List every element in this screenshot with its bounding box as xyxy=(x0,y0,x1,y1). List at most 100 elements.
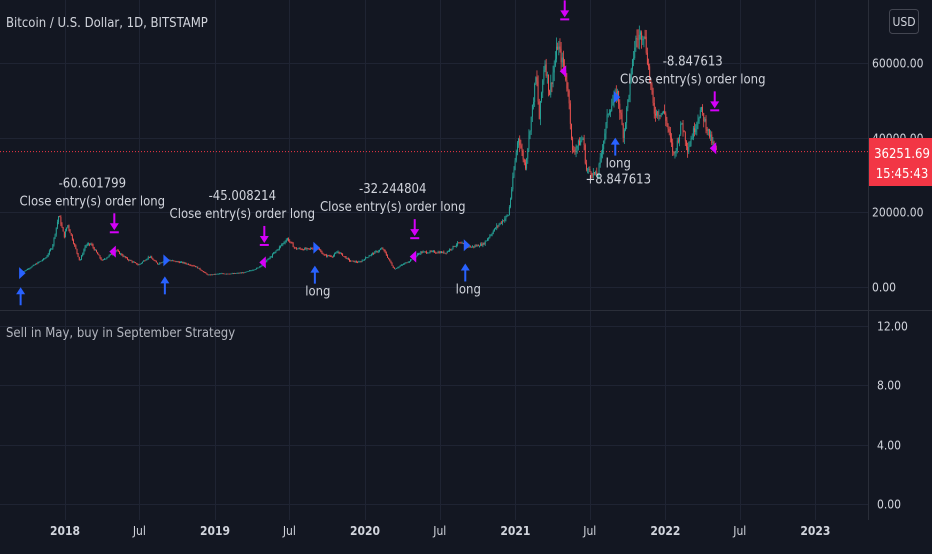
currency-button[interactable]: USD xyxy=(889,9,919,34)
candle xyxy=(477,244,479,247)
time-tick-label: 2022 xyxy=(650,524,680,538)
candle-body xyxy=(104,259,106,260)
candle-body xyxy=(89,243,91,245)
candle xyxy=(595,170,597,176)
candle xyxy=(376,250,378,253)
candle-body xyxy=(482,243,484,246)
candle-body xyxy=(456,244,457,247)
time-tick-label: Jul xyxy=(732,524,746,538)
candle-body xyxy=(196,266,198,268)
candle xyxy=(322,252,324,255)
candle-body xyxy=(267,258,269,261)
price-pane[interactable] xyxy=(20,25,717,276)
candle xyxy=(252,269,254,271)
candle-body xyxy=(214,274,216,275)
candle xyxy=(585,159,587,172)
candle xyxy=(180,261,181,263)
candle xyxy=(388,257,390,260)
candle xyxy=(138,263,140,266)
candle xyxy=(506,214,508,218)
candle-body xyxy=(280,245,281,247)
candle-body xyxy=(667,123,669,129)
candle xyxy=(143,260,145,262)
candle-body xyxy=(606,114,608,124)
candle-body xyxy=(399,265,401,267)
candle-body xyxy=(682,123,684,131)
candle-body xyxy=(281,244,283,246)
indicator-tick-label: 0.00 xyxy=(877,498,901,512)
candle xyxy=(470,246,472,248)
candle-body xyxy=(636,38,638,39)
candle xyxy=(479,245,480,248)
candle-body xyxy=(144,260,146,262)
candle-body xyxy=(47,253,49,256)
candle xyxy=(489,234,491,239)
candle-body xyxy=(331,256,333,258)
candle-body xyxy=(699,110,701,118)
grid-lines xyxy=(0,0,868,520)
candle xyxy=(627,99,629,112)
candle-body xyxy=(193,265,195,267)
candle-body xyxy=(137,264,139,266)
candle xyxy=(117,249,119,253)
candle xyxy=(31,265,33,268)
candle xyxy=(327,254,329,258)
candle-body xyxy=(342,253,344,256)
candle-body xyxy=(407,262,409,264)
candle-body xyxy=(577,140,579,146)
candle-body xyxy=(134,261,135,263)
candle-body xyxy=(336,252,338,254)
candle-body xyxy=(121,253,123,256)
candle xyxy=(381,247,383,250)
candle-body xyxy=(29,268,31,269)
candle-body xyxy=(343,255,345,257)
candle-body xyxy=(585,163,587,170)
candle xyxy=(121,253,123,256)
candle xyxy=(83,248,85,255)
candle-body xyxy=(691,137,693,140)
candle-body xyxy=(479,246,480,247)
candle xyxy=(268,257,270,260)
candle-body xyxy=(454,246,456,247)
candle-body xyxy=(546,74,548,76)
candle-body xyxy=(375,251,377,253)
candle xyxy=(254,268,256,271)
exit-arrow-head xyxy=(109,223,119,231)
candle xyxy=(56,219,58,230)
candle xyxy=(67,225,69,229)
candle-body xyxy=(635,38,637,48)
candle xyxy=(661,111,663,116)
candle xyxy=(373,252,375,256)
candle xyxy=(194,265,196,268)
candle xyxy=(146,258,148,261)
candle-body xyxy=(205,272,207,274)
candle-body xyxy=(651,84,653,91)
candle xyxy=(140,262,142,265)
candle-body xyxy=(533,102,534,105)
candle-body xyxy=(102,259,104,261)
candle-body xyxy=(148,256,150,258)
candle-body xyxy=(329,255,331,257)
candle xyxy=(45,257,47,259)
candle xyxy=(342,253,344,257)
candle xyxy=(369,254,371,257)
candle-body xyxy=(587,169,589,171)
candle xyxy=(602,144,603,159)
candle-body xyxy=(545,64,547,76)
candle-body xyxy=(582,138,584,140)
candle-body xyxy=(592,172,594,176)
exit-pnl: -45.008214 xyxy=(209,189,276,204)
candle-body xyxy=(191,265,193,267)
candle xyxy=(672,138,674,156)
candle-body xyxy=(369,255,371,257)
candle-body xyxy=(622,124,624,139)
candle xyxy=(419,252,421,255)
candle-body xyxy=(221,273,223,275)
candle xyxy=(368,254,370,258)
candle-body xyxy=(558,46,560,50)
candle-body xyxy=(686,141,687,147)
candle-body xyxy=(513,169,515,177)
exit-label: Close entry(s) order long xyxy=(320,200,466,215)
